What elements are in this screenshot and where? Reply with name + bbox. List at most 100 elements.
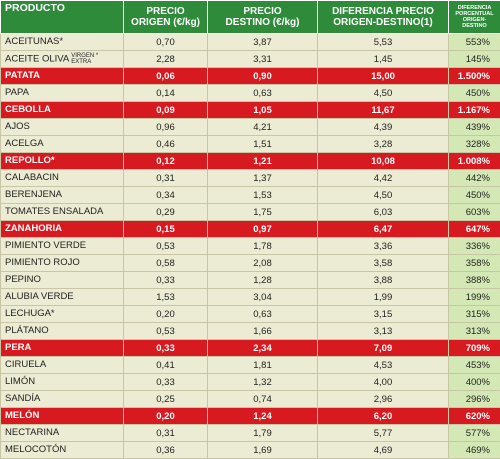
product-cell: PIMIENTO VERDE xyxy=(1,238,124,255)
product-name: PIMIENTO ROJO xyxy=(5,257,80,268)
destination-price-cell: 1,05 xyxy=(208,102,318,119)
origin-price-cell: 0,96 xyxy=(124,119,208,136)
product-name: LIMÓN xyxy=(5,376,35,387)
price-difference-cell: 1,45 xyxy=(318,51,449,68)
price-difference-cell: 2,96 xyxy=(318,391,449,408)
destination-price-cell: 3,04 xyxy=(208,289,318,306)
product-cell: TOMATES ENSALADA xyxy=(1,204,124,221)
origin-price-cell: 0,31 xyxy=(124,425,208,442)
product-name: CEBOLLA xyxy=(5,104,51,115)
product-name: PERA xyxy=(5,342,31,353)
price-difference-cell: 6,20 xyxy=(318,408,449,425)
percent-difference-cell: 577% xyxy=(449,425,500,442)
product-cell: ACELGA xyxy=(1,136,124,153)
product-cell: ALUBIA VERDE xyxy=(1,289,124,306)
origin-price-cell: 0,33 xyxy=(124,340,208,357)
percent-difference-cell: 553% xyxy=(449,34,500,51)
origin-price-cell: 2,28 xyxy=(124,51,208,68)
product-cell: CEBOLLA xyxy=(1,102,124,119)
percent-difference-cell: 296% xyxy=(449,391,500,408)
product-cell: PLÁTANO xyxy=(1,323,124,340)
product-qualifier: VIRGEN *EXTRA xyxy=(71,53,98,65)
percent-difference-cell: 358% xyxy=(449,255,500,272)
percent-difference-cell: 315% xyxy=(449,306,500,323)
destination-price-cell: 2,08 xyxy=(208,255,318,272)
destination-price-cell: 1,66 xyxy=(208,323,318,340)
price-difference-cell: 3,88 xyxy=(318,272,449,289)
destination-price-cell: 2,34 xyxy=(208,340,318,357)
product-cell: PERA xyxy=(1,340,124,357)
origin-price-cell: 0,58 xyxy=(124,255,208,272)
product-name: AJOS xyxy=(5,121,30,132)
destination-price-cell: 1,51 xyxy=(208,136,318,153)
price-difference-cell: 4,53 xyxy=(318,357,449,374)
destination-price-cell: 0,63 xyxy=(208,85,318,102)
price-difference-cell: 11,67 xyxy=(318,102,449,119)
price-difference-cell: 3,28 xyxy=(318,136,449,153)
price-difference-cell: 4,50 xyxy=(318,187,449,204)
destination-price-cell: 1,32 xyxy=(208,374,318,391)
price-difference-cell: 4,69 xyxy=(318,442,449,459)
product-cell: PATATA xyxy=(1,68,124,85)
product-cell: CIRUELA xyxy=(1,357,124,374)
percent-difference-cell: 450% xyxy=(449,85,500,102)
price-difference-cell: 5,77 xyxy=(318,425,449,442)
header-line: PRECIO xyxy=(126,6,205,17)
product-cell: MELÓN xyxy=(1,408,124,425)
percent-difference-cell: 469% xyxy=(449,442,500,459)
product-name: NECTARINA xyxy=(5,427,59,438)
destination-price-cell: 1,28 xyxy=(208,272,318,289)
destination-price-cell: 1,79 xyxy=(208,425,318,442)
product-cell: CALABACIN xyxy=(1,170,124,187)
percent-difference-cell: 647% xyxy=(449,221,500,238)
product-cell: AJOS xyxy=(1,119,124,136)
price-difference-cell: 3,13 xyxy=(318,323,449,340)
price-difference-cell: 4,39 xyxy=(318,119,449,136)
destination-price-cell: 0,63 xyxy=(208,306,318,323)
product-cell: PIMIENTO ROJO xyxy=(1,255,124,272)
percent-difference-cell: 620% xyxy=(449,408,500,425)
product-name: REPOLLO* xyxy=(5,155,55,166)
product-name: CALABACIN xyxy=(5,172,59,183)
origin-price-cell: 0,41 xyxy=(124,357,208,374)
destination-price-cell: 1,78 xyxy=(208,238,318,255)
product-cell: ACEITUNAS* xyxy=(1,34,124,51)
table-header: PRODUCTO PRECIO ORIGEN (€/kg) PRECIO DES… xyxy=(1,1,500,34)
product-cell: BERENJENA xyxy=(1,187,124,204)
destination-price-cell: 3,31 xyxy=(208,51,318,68)
header-percent-difference: DIFERENCIA PORCENTUAL ORIGEN-DESTINO xyxy=(449,1,500,34)
origin-price-cell: 0,09 xyxy=(124,102,208,119)
price-difference-cell: 4,50 xyxy=(318,85,449,102)
product-name: PAPA xyxy=(5,87,29,98)
header-destination-price: PRECIO DESTINO (€/kg) xyxy=(208,1,318,34)
percent-difference-cell: 1.008% xyxy=(449,153,500,170)
percent-difference-cell: 1.500% xyxy=(449,68,500,85)
origin-price-cell: 0,20 xyxy=(124,408,208,425)
percent-difference-cell: 603% xyxy=(449,204,500,221)
header-line: PRECIO xyxy=(210,6,315,17)
origin-price-cell: 0,53 xyxy=(124,323,208,340)
header-line: DIFERENCIA PRECIO xyxy=(320,6,446,17)
price-difference-cell: 1,99 xyxy=(318,289,449,306)
price-difference-cell: 3,58 xyxy=(318,255,449,272)
percent-difference-cell: 313% xyxy=(449,323,500,340)
price-difference-cell: 6,47 xyxy=(318,221,449,238)
product-cell: NECTARINA xyxy=(1,425,124,442)
product-name: PIMIENTO VERDE xyxy=(5,240,86,251)
header-line: ORIGEN-DESTINO(1) xyxy=(320,17,446,28)
destination-price-cell: 1,24 xyxy=(208,408,318,425)
